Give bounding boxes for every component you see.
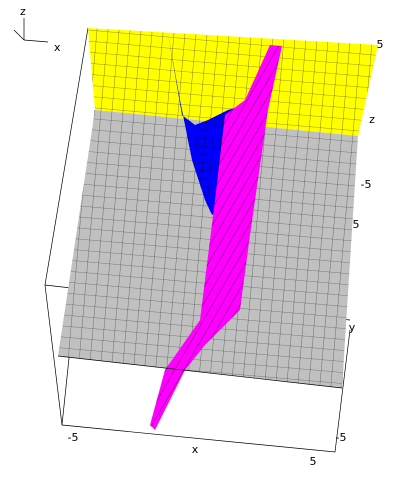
y-axis-label: y <box>349 321 356 334</box>
grey-surface-grid <box>58 110 358 388</box>
surfaces <box>57 28 378 430</box>
icon-x-label: x <box>54 41 61 54</box>
z-axis-label: z <box>369 113 375 126</box>
y-tick-label: 5 <box>353 218 360 231</box>
icon-z-label: z <box>20 5 26 18</box>
x-tick-label: -5 <box>68 431 79 444</box>
x-axis-label: x <box>192 443 199 456</box>
blue-surface-grid <box>168 34 270 215</box>
x-tick-label: 5 <box>310 455 317 468</box>
z-tick-label: -5 <box>361 178 372 191</box>
yellow-surface-grid <box>88 28 378 136</box>
y-tick-label: -5 <box>336 431 347 444</box>
magenta-surface-grid <box>150 45 282 430</box>
z-tick-label: 5 <box>377 38 384 51</box>
axes-icon: z x <box>13 5 61 54</box>
